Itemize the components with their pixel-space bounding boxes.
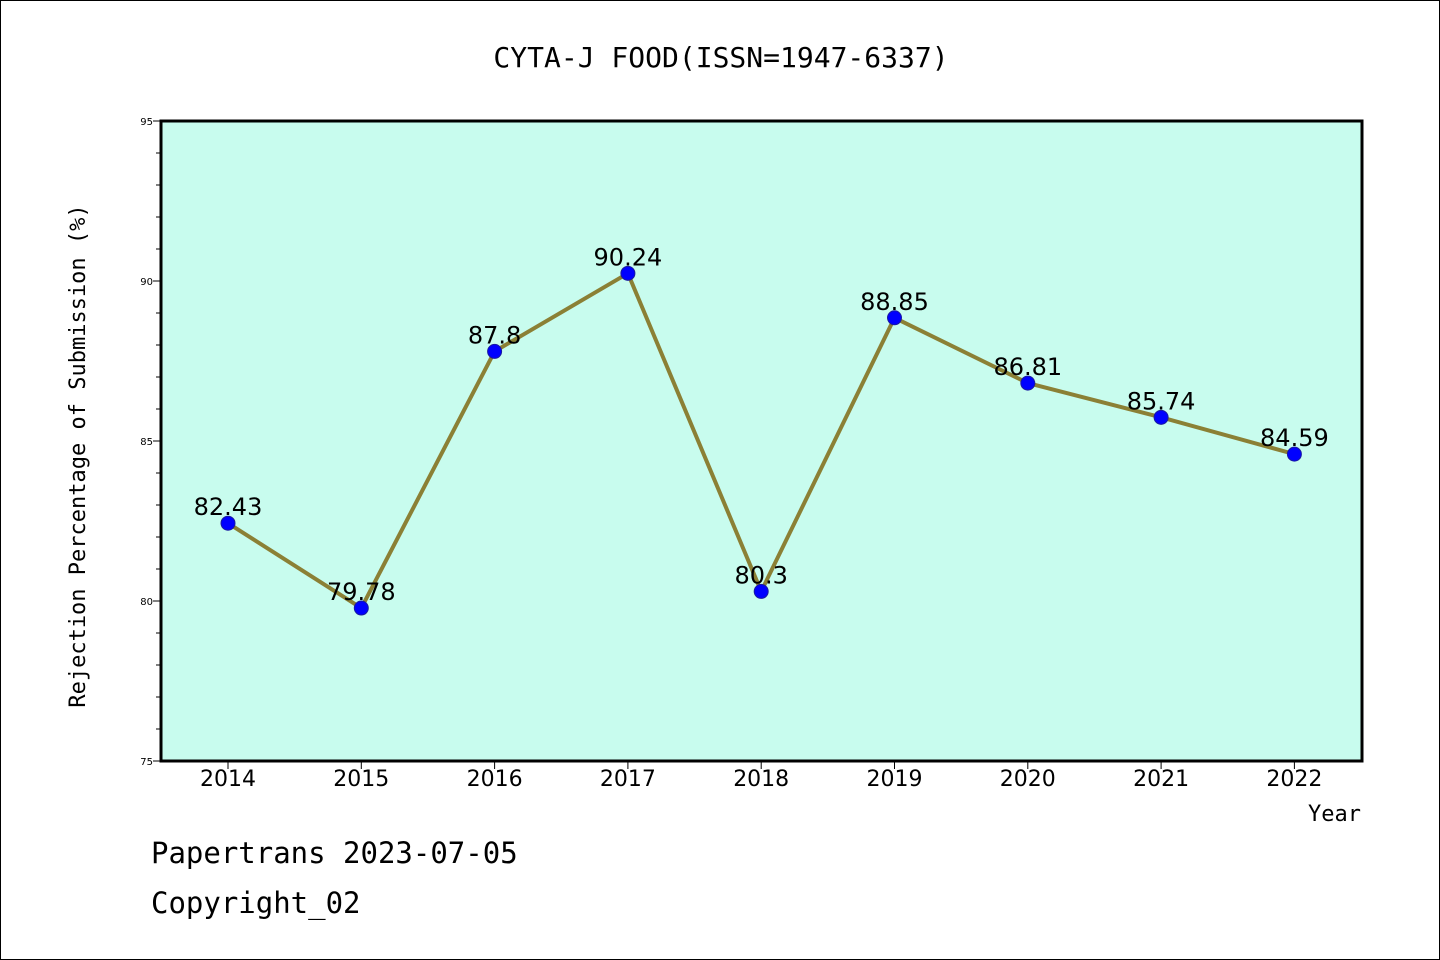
x-tick-label: 2022 [1266, 767, 1322, 792]
data-label: 79.78 [327, 578, 396, 606]
data-label: 82.43 [194, 493, 263, 521]
chart-title: CYTA-J FOOD(ISSN=1947-6337) [493, 41, 948, 74]
y-tick-label: 95 [140, 117, 153, 128]
x-tick-label: 2015 [333, 767, 389, 792]
x-axis-label: Year [1308, 802, 1361, 827]
data-label: 84.59 [1260, 424, 1329, 452]
y-tick-label: 90 [140, 277, 153, 288]
x-tick-label: 2014 [200, 767, 256, 792]
plot-area [159, 119, 1364, 763]
data-point [620, 265, 636, 281]
data-label: 87.8 [468, 321, 521, 349]
y-tick-label: 85 [140, 437, 153, 448]
data-label: 90.24 [594, 243, 663, 271]
data-point [220, 515, 236, 531]
x-tick-label: 2019 [867, 767, 923, 792]
data-point [487, 343, 503, 359]
data-point [1020, 375, 1036, 391]
footer-copyright: Copyright_02 [151, 886, 361, 920]
x-tick-label: 2017 [600, 767, 656, 792]
y-axis: 75 80 85 90 95 [140, 117, 161, 768]
x-tick-label: 2020 [1000, 767, 1056, 792]
data-label: 80.3 [734, 561, 787, 589]
data-labels: 82.43 79.78 87.8 90.24 80.3 88.85 86.81 85.74 84… [194, 243, 1329, 606]
data-label: 85.74 [1127, 387, 1196, 415]
y-axis-label: Rejection Percentage of Submission (%) [66, 204, 91, 707]
y-tick-label: 80 [140, 597, 153, 608]
data-point [1153, 409, 1169, 425]
series-markers [220, 265, 1302, 616]
data-point [353, 600, 369, 616]
data-point [1286, 446, 1302, 462]
x-axis: 2014 2015 2016 2017 2018 2019 2020 2021 2022 [200, 761, 1322, 792]
x-tick-label: 2021 [1133, 767, 1189, 792]
y-tick-label: 75 [140, 757, 153, 768]
data-point [753, 583, 769, 599]
x-tick-label: 2018 [733, 767, 789, 792]
data-point [887, 310, 902, 326]
footer-credit: Papertrans 2023-07-05 [151, 836, 518, 870]
x-tick-label: 2016 [467, 767, 523, 792]
data-label: 86.81 [993, 353, 1062, 381]
data-label: 88.85 [860, 288, 929, 316]
